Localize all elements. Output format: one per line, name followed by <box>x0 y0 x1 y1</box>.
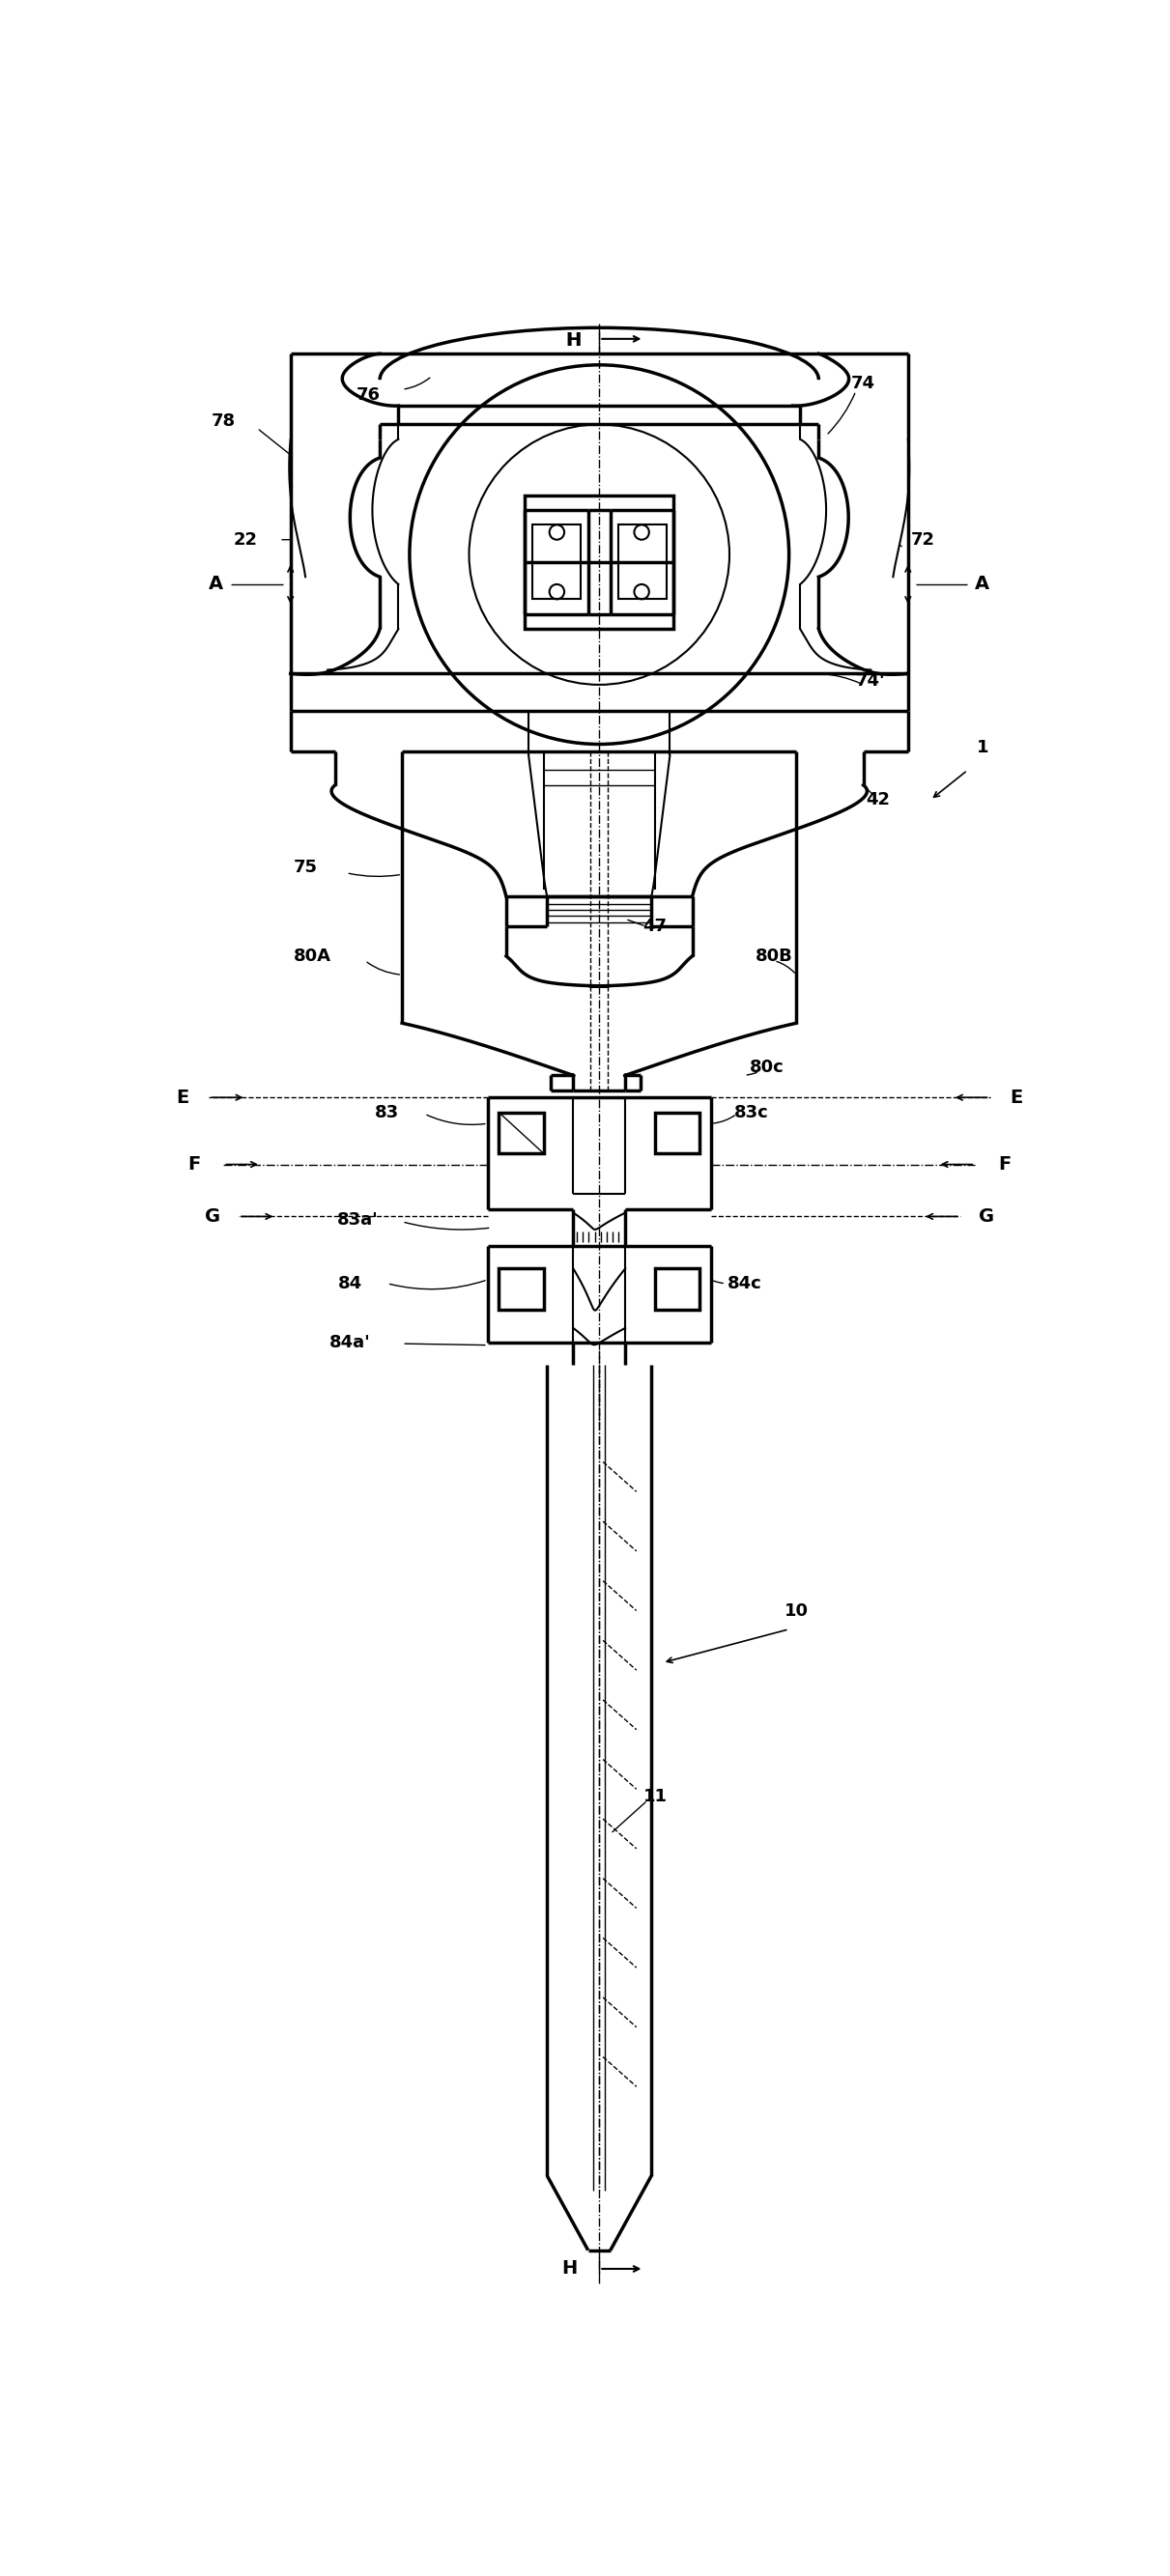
Bar <box>498 1267 543 1309</box>
Text: 83a': 83a' <box>337 1211 378 1229</box>
Text: E: E <box>177 1087 190 1108</box>
Text: G: G <box>205 1208 220 1226</box>
Bar <box>498 1113 543 1154</box>
Text: E: E <box>1010 1087 1023 1108</box>
Text: 84: 84 <box>338 1275 363 1293</box>
Text: 47: 47 <box>644 917 667 935</box>
Text: 83c: 83c <box>735 1103 769 1121</box>
Text: A: A <box>208 574 223 592</box>
Text: 80c: 80c <box>749 1059 784 1077</box>
Text: 80A: 80A <box>294 948 331 966</box>
Text: 11: 11 <box>644 1788 667 1806</box>
Bar <box>655 1113 700 1154</box>
Bar <box>655 1267 700 1309</box>
Bar <box>532 526 580 600</box>
Text: G: G <box>978 1208 993 1226</box>
Text: 1: 1 <box>976 739 989 757</box>
Text: 84a': 84a' <box>330 1334 371 1352</box>
Bar <box>525 495 674 629</box>
Text: 74': 74' <box>856 672 886 690</box>
Text: H: H <box>562 2259 577 2277</box>
Text: 22: 22 <box>234 531 257 549</box>
Text: 75: 75 <box>294 858 317 876</box>
Text: 80B: 80B <box>756 948 793 966</box>
Text: H: H <box>565 332 581 350</box>
Text: F: F <box>187 1154 200 1175</box>
Text: 83: 83 <box>376 1103 399 1121</box>
Text: 74: 74 <box>852 374 875 392</box>
Bar <box>618 526 666 600</box>
Text: 84c: 84c <box>727 1275 762 1293</box>
Text: 42: 42 <box>866 791 890 809</box>
Text: F: F <box>998 1154 1011 1175</box>
Text: 72: 72 <box>910 531 935 549</box>
Text: H: H <box>565 332 581 350</box>
Text: 10: 10 <box>784 1602 808 1620</box>
Text: 78: 78 <box>212 412 235 430</box>
Text: 76: 76 <box>357 386 380 404</box>
Text: A: A <box>975 574 990 592</box>
